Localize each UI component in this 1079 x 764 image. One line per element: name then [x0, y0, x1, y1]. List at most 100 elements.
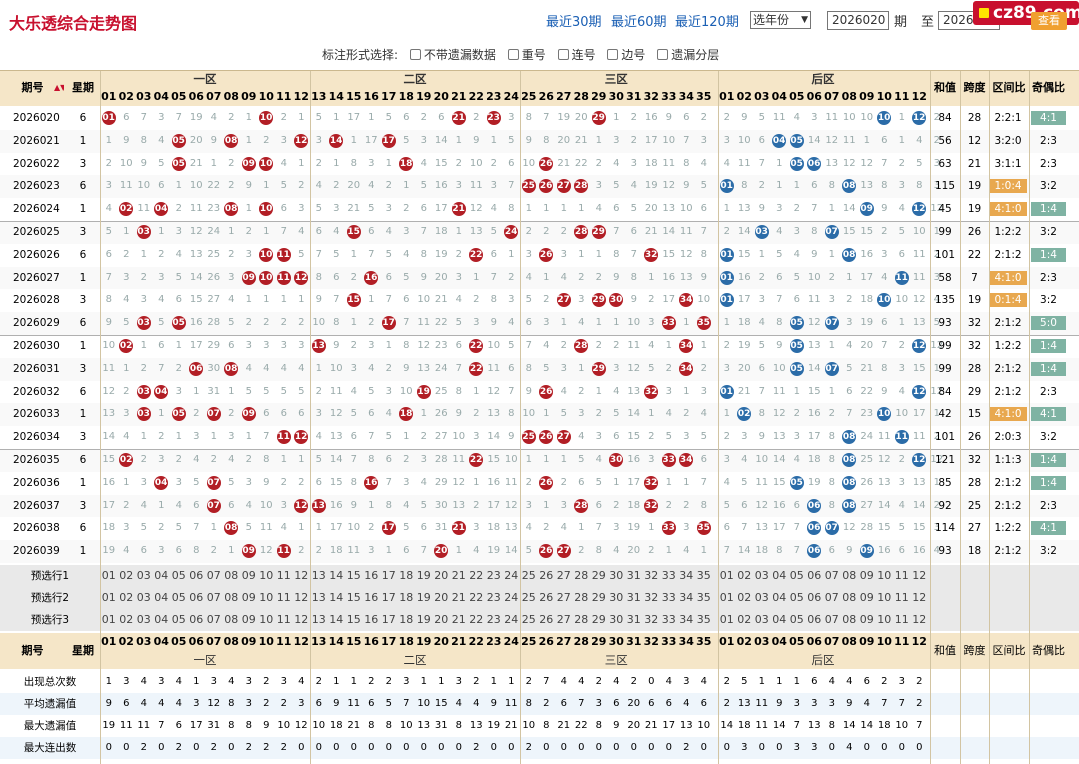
- prepick-number[interactable]: 20: [434, 613, 449, 626]
- repeat-checkbox[interactable]: [507, 49, 519, 60]
- prepick-number[interactable]: 23: [486, 591, 501, 604]
- prepick-number[interactable]: 07: [206, 569, 221, 582]
- prepick-number[interactable]: 13: [311, 613, 326, 626]
- prepick-number[interactable]: 08: [842, 591, 857, 604]
- prepick-number[interactable]: 30: [609, 591, 624, 604]
- prepick-number[interactable]: 01: [101, 569, 116, 582]
- query-button[interactable]: 查看: [1031, 12, 1067, 30]
- sort-icon[interactable]: ▲▼: [54, 83, 64, 92]
- prepick-number[interactable]: 19: [416, 613, 431, 626]
- prepick-number[interactable]: 21: [451, 591, 466, 604]
- prepick-number[interactable]: 25: [521, 569, 536, 582]
- prepick-number[interactable]: 14: [329, 613, 344, 626]
- issue-sort-footer[interactable]: 期号: [21, 644, 44, 657]
- prepick-number[interactable]: 25: [521, 613, 536, 626]
- prepick-number[interactable]: 02: [737, 591, 752, 604]
- prepick-number[interactable]: 12: [912, 591, 927, 604]
- year-select[interactable]: 选年份 ▼: [750, 11, 811, 29]
- prepick-number[interactable]: 08: [224, 569, 239, 582]
- prepick-number[interactable]: 21: [451, 569, 466, 582]
- prepick-number[interactable]: 15: [346, 613, 361, 626]
- prepick-number[interactable]: 12: [912, 613, 927, 626]
- prepick-number[interactable]: 17: [381, 591, 396, 604]
- prepick-number[interactable]: 03: [754, 569, 769, 582]
- prepick-number[interactable]: 20: [434, 569, 449, 582]
- prepick-number[interactable]: 33: [661, 591, 676, 604]
- prepick-number[interactable]: 04: [772, 591, 787, 604]
- prepick-number[interactable]: 13: [311, 569, 326, 582]
- prepick-number[interactable]: 32: [644, 569, 659, 582]
- prepick-number[interactable]: 16: [364, 569, 379, 582]
- prepick-number[interactable]: 10: [259, 569, 274, 582]
- prepick-number[interactable]: 09: [859, 569, 874, 582]
- prepick-number[interactable]: 04: [154, 613, 169, 626]
- prepick-number[interactable]: 11: [894, 591, 909, 604]
- prepick-number[interactable]: 17: [381, 569, 396, 582]
- prepick-number[interactable]: 13: [311, 591, 326, 604]
- prepick-number[interactable]: 09: [241, 569, 256, 582]
- prepick-number[interactable]: 02: [119, 591, 134, 604]
- prepick-number[interactable]: 35: [696, 569, 711, 582]
- prepick-number[interactable]: 10: [259, 613, 274, 626]
- prepick-number[interactable]: 29: [591, 613, 606, 626]
- prepick-number[interactable]: 02: [119, 569, 134, 582]
- no-miss-checkbox[interactable]: [409, 49, 421, 60]
- prepick-number[interactable]: 28: [574, 613, 589, 626]
- prepick-number[interactable]: 06: [807, 569, 822, 582]
- prepick-number[interactable]: 15: [346, 591, 361, 604]
- issue-sort-header[interactable]: 期号: [21, 81, 44, 94]
- prepick-number[interactable]: 09: [859, 613, 874, 626]
- prepick-number[interactable]: 35: [696, 613, 711, 626]
- prepick-number[interactable]: 11: [894, 613, 909, 626]
- prepick-number[interactable]: 03: [136, 591, 151, 604]
- prepick-number[interactable]: 05: [171, 569, 186, 582]
- recent-60-link[interactable]: 最近60期: [611, 15, 667, 30]
- prepick-number[interactable]: 34: [679, 591, 694, 604]
- prepick-number[interactable]: 15: [346, 569, 361, 582]
- prepick-number[interactable]: 19: [416, 591, 431, 604]
- prepick-number[interactable]: 14: [329, 569, 344, 582]
- prepick-number[interactable]: 05: [789, 569, 804, 582]
- prepick-number[interactable]: 01: [101, 591, 116, 604]
- prepick-number[interactable]: 10: [877, 591, 892, 604]
- prepick-number[interactable]: 21: [451, 613, 466, 626]
- prepick-number[interactable]: 35: [696, 591, 711, 604]
- prepick-number[interactable]: 02: [737, 569, 752, 582]
- prepick-number[interactable]: 03: [136, 613, 151, 626]
- prepick-number[interactable]: 11: [276, 569, 291, 582]
- prepick-number[interactable]: 29: [591, 591, 606, 604]
- prepick-number[interactable]: 08: [224, 591, 239, 604]
- prepick-number[interactable]: 06: [189, 613, 204, 626]
- recent-30-link[interactable]: 最近30期: [546, 15, 602, 30]
- prepick-number[interactable]: 26: [539, 613, 554, 626]
- prepick-number[interactable]: 05: [789, 613, 804, 626]
- prepick-number[interactable]: 30: [609, 569, 624, 582]
- prepick-number[interactable]: 31: [626, 613, 641, 626]
- prepick-number[interactable]: 27: [556, 591, 571, 604]
- prepick-number[interactable]: 07: [824, 569, 839, 582]
- prepick-number[interactable]: 01: [719, 569, 734, 582]
- prepick-number[interactable]: 01: [101, 613, 116, 626]
- prepick-number[interactable]: 18: [399, 569, 414, 582]
- miss-layer-checkbox[interactable]: [657, 49, 669, 60]
- prepick-number[interactable]: 33: [661, 613, 676, 626]
- prepick-number[interactable]: 11: [894, 569, 909, 582]
- prepick-number[interactable]: 05: [171, 591, 186, 604]
- prepick-number[interactable]: 01: [719, 591, 734, 604]
- prepick-number[interactable]: 31: [626, 569, 641, 582]
- prepick-number[interactable]: 22: [469, 613, 484, 626]
- prepick-number[interactable]: 25: [521, 591, 536, 604]
- prepick-number[interactable]: 23: [486, 613, 501, 626]
- prepick-number[interactable]: 09: [859, 591, 874, 604]
- prepick-number[interactable]: 34: [679, 569, 694, 582]
- from-issue-input[interactable]: 2026020: [827, 11, 889, 30]
- prepick-number[interactable]: 22: [469, 591, 484, 604]
- prepick-number[interactable]: 04: [772, 569, 787, 582]
- prepick-number[interactable]: 16: [364, 591, 379, 604]
- prepick-number[interactable]: 04: [772, 613, 787, 626]
- prepick-number[interactable]: 33: [661, 569, 676, 582]
- prepick-number[interactable]: 22: [469, 569, 484, 582]
- prepick-number[interactable]: 32: [644, 613, 659, 626]
- prepick-number[interactable]: 12: [912, 569, 927, 582]
- prepick-number[interactable]: 14: [329, 591, 344, 604]
